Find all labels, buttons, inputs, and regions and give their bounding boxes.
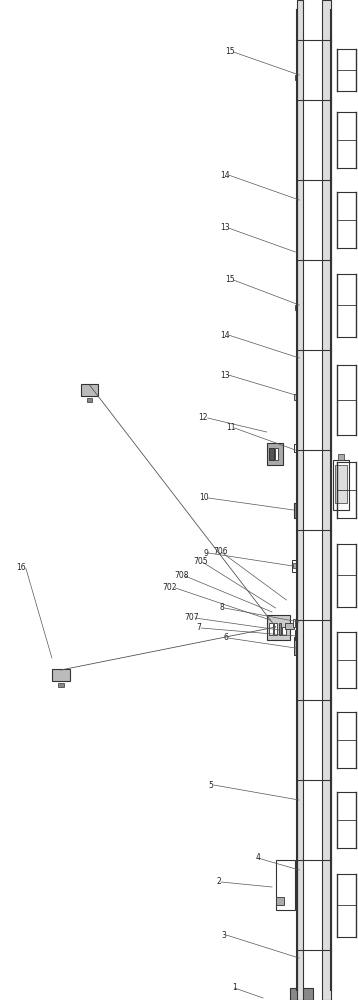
Bar xyxy=(322,0,331,1000)
Bar xyxy=(295,630,301,640)
Bar xyxy=(298,250,301,258)
Bar xyxy=(294,503,300,518)
Bar xyxy=(298,195,301,205)
Bar xyxy=(87,398,92,402)
Bar xyxy=(268,623,273,635)
Bar xyxy=(52,669,70,681)
Text: 9: 9 xyxy=(203,548,208,558)
Bar xyxy=(282,627,286,635)
Bar xyxy=(276,860,295,910)
Text: 708: 708 xyxy=(174,571,189,580)
Bar xyxy=(279,623,281,635)
Bar xyxy=(298,824,300,834)
Bar xyxy=(267,443,283,465)
Text: 15: 15 xyxy=(225,275,234,284)
Text: 2: 2 xyxy=(216,878,221,886)
Bar xyxy=(293,563,296,568)
Bar xyxy=(338,454,344,460)
Text: 11: 11 xyxy=(226,423,236,432)
Bar xyxy=(268,448,274,460)
Text: 3: 3 xyxy=(221,931,226,940)
Text: 14: 14 xyxy=(220,170,229,180)
Bar xyxy=(290,988,313,1000)
Text: 12: 12 xyxy=(199,413,208,422)
Bar xyxy=(295,75,300,80)
Text: 707: 707 xyxy=(184,613,199,622)
Bar xyxy=(275,448,278,460)
Bar xyxy=(292,560,297,572)
Bar xyxy=(298,352,301,362)
Text: 705: 705 xyxy=(193,558,208,566)
Text: 706: 706 xyxy=(213,548,227,556)
Text: 6: 6 xyxy=(223,634,228,643)
Bar xyxy=(299,952,302,960)
Bar xyxy=(333,460,349,510)
Bar xyxy=(298,848,300,858)
Bar xyxy=(285,623,294,629)
Bar xyxy=(58,683,64,687)
Bar xyxy=(298,800,300,810)
Text: 16: 16 xyxy=(17,563,26,572)
Text: 10: 10 xyxy=(199,493,209,502)
Bar xyxy=(295,305,300,310)
Bar xyxy=(294,637,303,655)
Bar xyxy=(298,619,303,625)
Text: 14: 14 xyxy=(220,330,229,340)
Bar xyxy=(298,812,300,822)
Text: 13: 13 xyxy=(220,370,229,379)
Bar xyxy=(335,465,347,503)
Bar xyxy=(274,623,277,635)
Bar xyxy=(81,384,98,396)
Bar xyxy=(297,0,303,1000)
Text: 8: 8 xyxy=(219,603,224,612)
Text: 7: 7 xyxy=(196,624,201,633)
Text: 15: 15 xyxy=(225,47,234,56)
Bar xyxy=(294,394,300,400)
Text: 4: 4 xyxy=(255,853,260,862)
Bar xyxy=(294,444,297,452)
Text: 702: 702 xyxy=(163,583,177,592)
Text: 1: 1 xyxy=(232,984,237,992)
Bar xyxy=(293,619,295,627)
Text: 13: 13 xyxy=(220,224,229,232)
Text: 5: 5 xyxy=(209,780,214,790)
Bar xyxy=(299,869,302,875)
Bar xyxy=(267,615,290,640)
Bar xyxy=(298,836,300,846)
Bar xyxy=(276,897,284,905)
